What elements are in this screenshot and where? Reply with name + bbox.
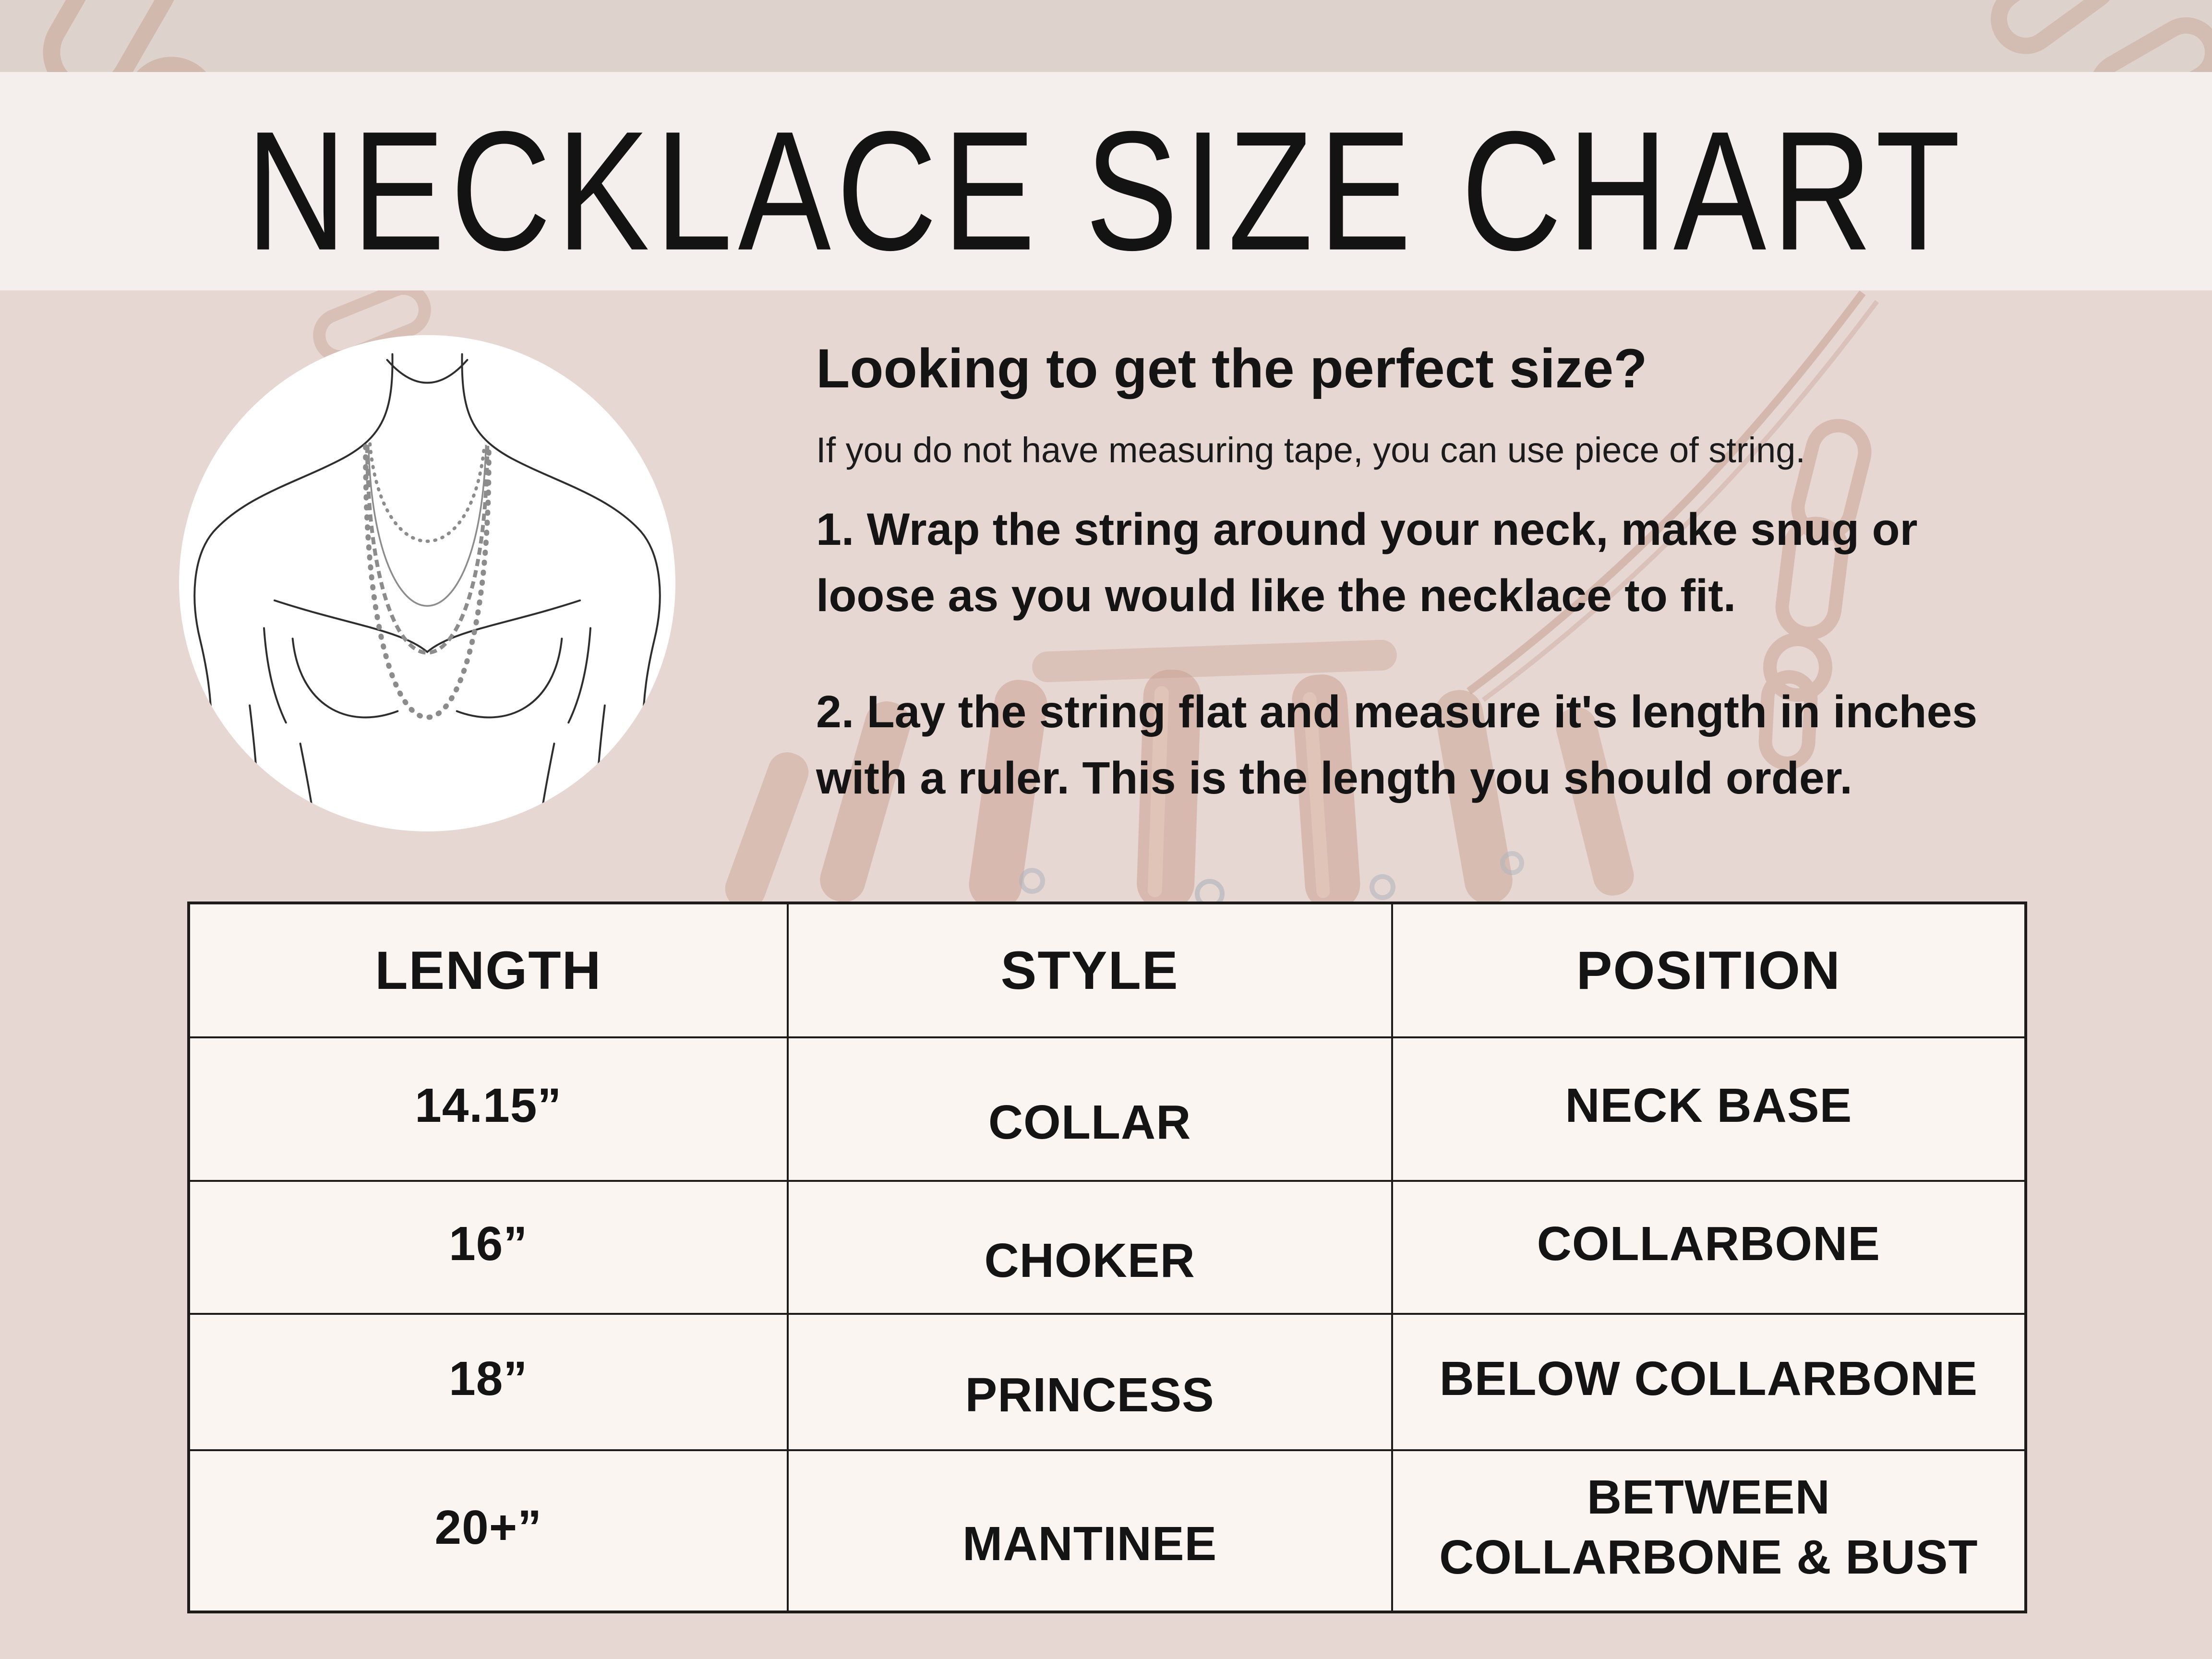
intro-step-2: 2. Lay the string flat and measure it's … <box>816 686 1978 804</box>
illustration-circle <box>179 335 675 831</box>
necklace-chains <box>363 442 492 720</box>
cell-style: COLLAR <box>786 1036 1393 1182</box>
table-row: 14.15” COLLAR NECK BASE <box>188 1036 2027 1182</box>
table-row: 20+” MANTINEE BETWEEN COLLARBONE & BUST <box>188 1449 2027 1613</box>
table-header-length: LENGTH <box>188 902 789 1038</box>
table-header-position: POSITION <box>1391 902 2027 1038</box>
cell-length: 18” <box>188 1313 789 1451</box>
chain-strand-diagonal <box>1467 290 1879 702</box>
cell-position: COLLARBONE <box>1391 1180 2027 1315</box>
cell-length: 16” <box>188 1180 789 1315</box>
cell-style: PRINCESS <box>786 1313 1393 1451</box>
cell-position: NECK BASE <box>1391 1036 2027 1182</box>
chain-clasp-right <box>1758 419 1872 770</box>
size-table: LENGTH STYLE POSITION 14.15” COLLAR NECK… <box>187 902 2027 1613</box>
intro-subtext: If you do not have measuring tape, you c… <box>816 430 1805 470</box>
cell-length: 14.15” <box>188 1036 789 1182</box>
cell-position: BELOW COLLARBONE <box>1391 1313 2027 1451</box>
torso-outline <box>193 353 661 831</box>
cell-position: BETWEEN COLLARBONE & BUST <box>1391 1449 2027 1613</box>
top-strip <box>0 0 2212 72</box>
cell-style: MANTINEE <box>786 1449 1393 1613</box>
table-row: 18” PRINCESS BELOW COLLARBONE <box>188 1313 2027 1451</box>
intro-step-1: 1. Wrap the string around your neck, mak… <box>816 504 1918 621</box>
necklace-lengths-illustration <box>193 353 661 831</box>
cell-style: CHOKER <box>786 1180 1393 1315</box>
page-title: NECKLACE SIZE CHART <box>246 96 1966 286</box>
pendant-fringe-cluster <box>725 639 1634 910</box>
title-banner: NECKLACE SIZE CHART <box>0 72 2212 290</box>
cell-length: 20+” <box>188 1449 789 1613</box>
table-row: 16” CHOKER COLLARBONE <box>188 1180 2027 1315</box>
table-header-row: LENGTH STYLE POSITION <box>188 902 2027 1038</box>
table-header-style: STYLE <box>786 902 1393 1038</box>
intro-heading: Looking to get the perfect size? <box>816 338 1647 399</box>
